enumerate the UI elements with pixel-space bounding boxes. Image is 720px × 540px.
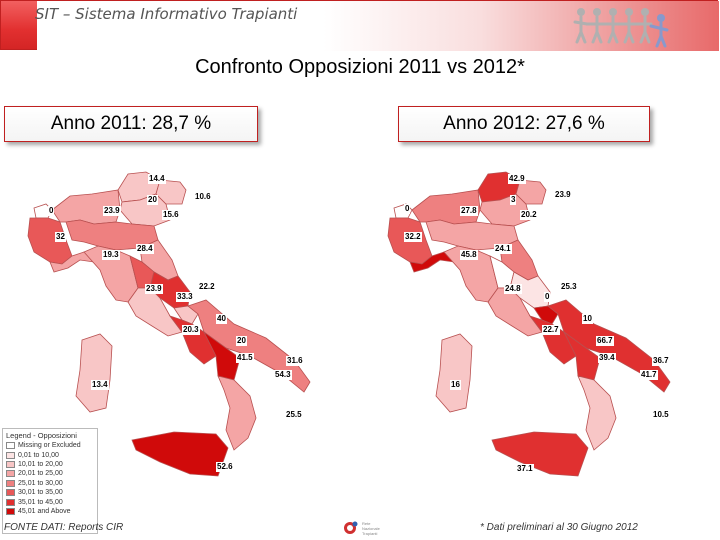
- legend-item: 35,01 to 45,00: [6, 497, 94, 506]
- legend-swatch: [6, 460, 15, 468]
- legend-label: 20,01 to 25,00: [18, 470, 63, 478]
- people-chain-logo-icon: [573, 8, 669, 48]
- value-label: 32.2: [404, 232, 422, 242]
- preliminary-note: * Dati preliminari al 30 Giugno 2012: [480, 522, 638, 533]
- value-label: 42.9: [508, 174, 526, 184]
- region-sicilia: [491, 431, 589, 477]
- logo-text-line: Nazionale: [362, 526, 381, 531]
- legend-item: 10,01 to 20,00: [6, 460, 94, 469]
- legend-item: 45,01 and Above: [6, 507, 94, 516]
- value-label: 32: [55, 232, 66, 242]
- region-calabria: [577, 375, 617, 451]
- region-sardegna: [435, 333, 473, 413]
- region-molise: [173, 305, 199, 325]
- map-2012-svg: [387, 171, 671, 477]
- header-title: SIT – Sistema Informativo Trapianti: [35, 5, 298, 23]
- value-label: 0: [404, 204, 411, 214]
- year-2011-label: Anno 2011: 28,7 %: [4, 106, 258, 142]
- map-italy-2011: 14.4 10.6 20 23.9 15.6 0 32 28.4 19.3 23…: [20, 160, 340, 480]
- logo-text-line: Rete: [362, 521, 371, 526]
- value-label: 66.7: [596, 336, 614, 346]
- value-label: 31.6: [286, 356, 304, 366]
- value-label: 16: [450, 380, 461, 390]
- value-label: 52.6: [216, 462, 234, 472]
- value-label: 19.3: [102, 250, 120, 260]
- value-label: 25.3: [560, 282, 578, 292]
- region-molise: [533, 305, 559, 325]
- region-calabria: [217, 375, 257, 451]
- value-label: 20: [147, 195, 158, 205]
- legend-item: 0,01 to 10,00: [6, 450, 94, 459]
- legend-swatch: [6, 489, 15, 497]
- value-label: 10.6: [194, 192, 212, 202]
- value-label: 23.9: [554, 190, 572, 200]
- value-label: 36.7: [652, 356, 670, 366]
- slide-title: Confronto Opposizioni 2011 vs 2012*: [195, 56, 525, 78]
- region-friuli: [515, 179, 547, 205]
- legend-swatch: [6, 451, 15, 459]
- value-label: 23.9: [145, 284, 163, 294]
- value-label: 20.2: [520, 210, 538, 220]
- legend-item: 20,01 to 25,00: [6, 469, 94, 478]
- legend-swatch: [6, 498, 15, 506]
- value-label: 23.9: [103, 206, 121, 216]
- value-label: 45.8: [460, 250, 478, 260]
- legend-swatch: [6, 479, 15, 487]
- region-sicilia: [131, 431, 229, 477]
- year-2012-label: Anno 2012: 27,6 %: [398, 106, 650, 142]
- legend-label: 45,01 and Above: [18, 507, 71, 515]
- value-label: 54.3: [274, 370, 292, 380]
- value-label: 33.3: [176, 292, 194, 302]
- region-veneto: [479, 193, 531, 227]
- value-label: 41.7: [640, 370, 658, 380]
- legend-swatch: [6, 507, 15, 515]
- header-gradient: [37, 1, 719, 51]
- legend-label: 10,01 to 20,00: [18, 460, 63, 468]
- value-label: 37.1: [516, 464, 534, 474]
- legend-swatch: [6, 470, 15, 478]
- map-legend: Legend - Opposizioni Missing or Excluded…: [2, 428, 98, 534]
- legend-label: Missing or Excluded: [18, 442, 81, 450]
- value-label: 0: [544, 292, 551, 302]
- value-label: 40: [216, 314, 227, 324]
- source-note: FONTE DATI: Reports CIR: [4, 522, 124, 533]
- legend-label: 35,01 to 45,00: [18, 498, 63, 506]
- region-sardegna: [75, 333, 113, 413]
- value-label: 20.3: [182, 325, 200, 335]
- value-label: 24.8: [504, 284, 522, 294]
- value-label: 14.4: [148, 174, 166, 184]
- legend-label: 0,01 to 10,00: [18, 451, 59, 459]
- legend-label: 30,01 to 35,00: [18, 489, 63, 497]
- legend-item: 25,01 to 30,00: [6, 479, 94, 488]
- value-label: 28.4: [136, 244, 154, 254]
- value-label: 13.4: [91, 380, 109, 390]
- value-label: 10.5: [652, 410, 670, 420]
- value-label: 15.6: [162, 210, 180, 220]
- logo-text-line: Trapianti: [362, 531, 378, 536]
- value-label: 0: [48, 206, 55, 216]
- map-2011-svg: [27, 171, 311, 477]
- region-friuli: [155, 179, 187, 205]
- value-label: 25.5: [285, 410, 303, 420]
- rete-trapianti-logo-icon: Rete Nazionale Trapianti: [344, 521, 381, 536]
- legend-label: 25,01 to 30,00: [18, 479, 63, 487]
- map-italy-2012: 42.9 23.9 3 27.8 20.2 0 32.2 24.1 45.8 2…: [380, 160, 700, 480]
- value-label: 41.5: [236, 353, 254, 363]
- value-label: 10: [582, 314, 593, 324]
- value-label: 3: [510, 195, 517, 205]
- legend-item: 30,01 to 35,00: [6, 488, 94, 497]
- value-label: 20: [236, 336, 247, 346]
- value-label: 22.7: [542, 325, 560, 335]
- header-bar: SIT – Sistema Informativo Trapianti: [0, 0, 719, 51]
- legend-item: Missing or Excluded: [6, 441, 94, 450]
- legend-title: Legend - Opposizioni: [6, 431, 77, 440]
- value-label: 39.4: [598, 353, 616, 363]
- value-label: 24.1: [494, 244, 512, 254]
- value-label: 22.2: [198, 282, 216, 292]
- value-label: 27.8: [460, 206, 478, 216]
- legend-swatch: [6, 442, 15, 450]
